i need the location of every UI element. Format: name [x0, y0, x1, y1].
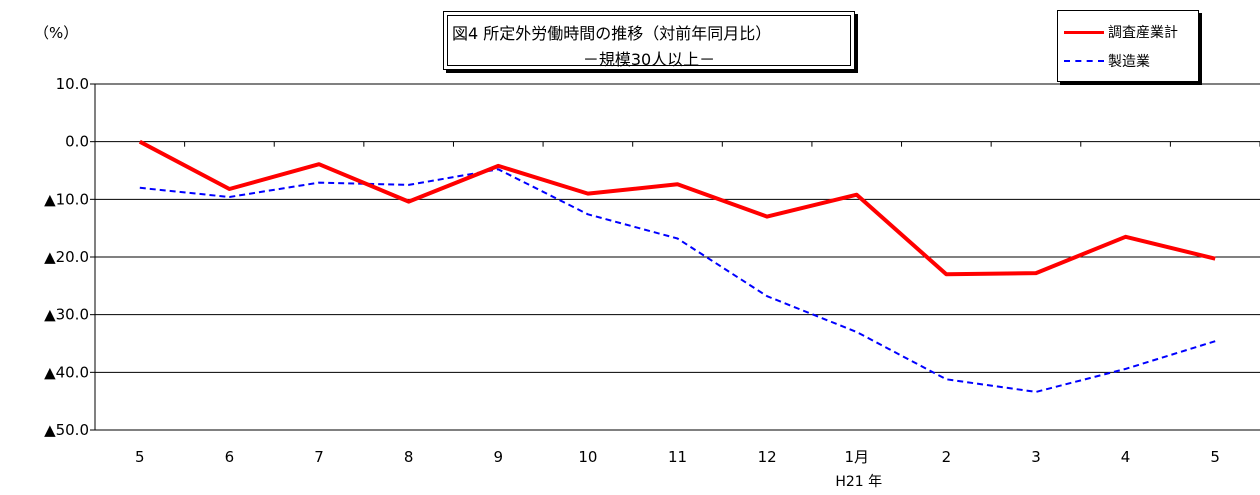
chart-subtitle: －規模30人以上－ [582, 50, 716, 69]
x-tick-label-2: 7 [314, 448, 324, 466]
legend-label-1: 製造業 [1108, 54, 1150, 70]
legend-swatch-0 [1064, 30, 1104, 34]
y-tick-label-2: ▲10.0 [44, 190, 89, 208]
x-axis-year-label: H21 年 [835, 474, 882, 490]
legend-item-0: 調査産業計 [1064, 22, 1178, 42]
x-tick-label-4: 9 [493, 448, 503, 466]
legend: 調査産業計 製造業 [1057, 10, 1199, 82]
y-axis-unit-label: （%） [34, 24, 79, 42]
x-tick-label-9: 2 [942, 448, 952, 466]
x-tick-label-1: 6 [225, 448, 235, 466]
legend-item-1: 製造業 [1064, 51, 1150, 71]
x-tick-label-5: 10 [578, 448, 597, 466]
y-tick-label-1: 0.0 [65, 133, 89, 151]
series-line-0 [138, 139, 1216, 277]
y-tick-label-6: ▲50.0 [44, 421, 89, 439]
y-tick-label-5: ▲40.0 [44, 363, 89, 381]
y-tick-label-0: 10.0 [56, 75, 89, 93]
x-tick-label-0: 5 [135, 448, 145, 466]
chart-title-inner-frame: 図4 所定外労働時間の推移（対前年同月比） －規模30人以上－ [447, 15, 851, 69]
x-tick-label-11: 4 [1121, 448, 1131, 466]
series-line-1 [139, 168, 1216, 393]
x-tick-label-3: 8 [404, 448, 414, 466]
legend-label-0: 調査産業計 [1108, 25, 1178, 41]
chart-title-box: 図4 所定外労働時間の推移（対前年同月比） －規模30人以上－ [443, 11, 855, 70]
x-tick-label-7: 12 [758, 448, 777, 466]
y-tick-label-4: ▲30.0 [44, 306, 89, 324]
y-tick-label-3: ▲20.0 [44, 248, 89, 266]
x-tick-label-10: 3 [1031, 448, 1041, 466]
chart-title: 図4 所定外労働時間の推移（対前年同月比） [452, 24, 772, 43]
x-tick-label-8: 1月 [844, 448, 869, 466]
x-tick-label-6: 11 [668, 448, 687, 466]
x-tick-label-12: 5 [1210, 448, 1220, 466]
legend-swatch-1 [1064, 60, 1104, 62]
